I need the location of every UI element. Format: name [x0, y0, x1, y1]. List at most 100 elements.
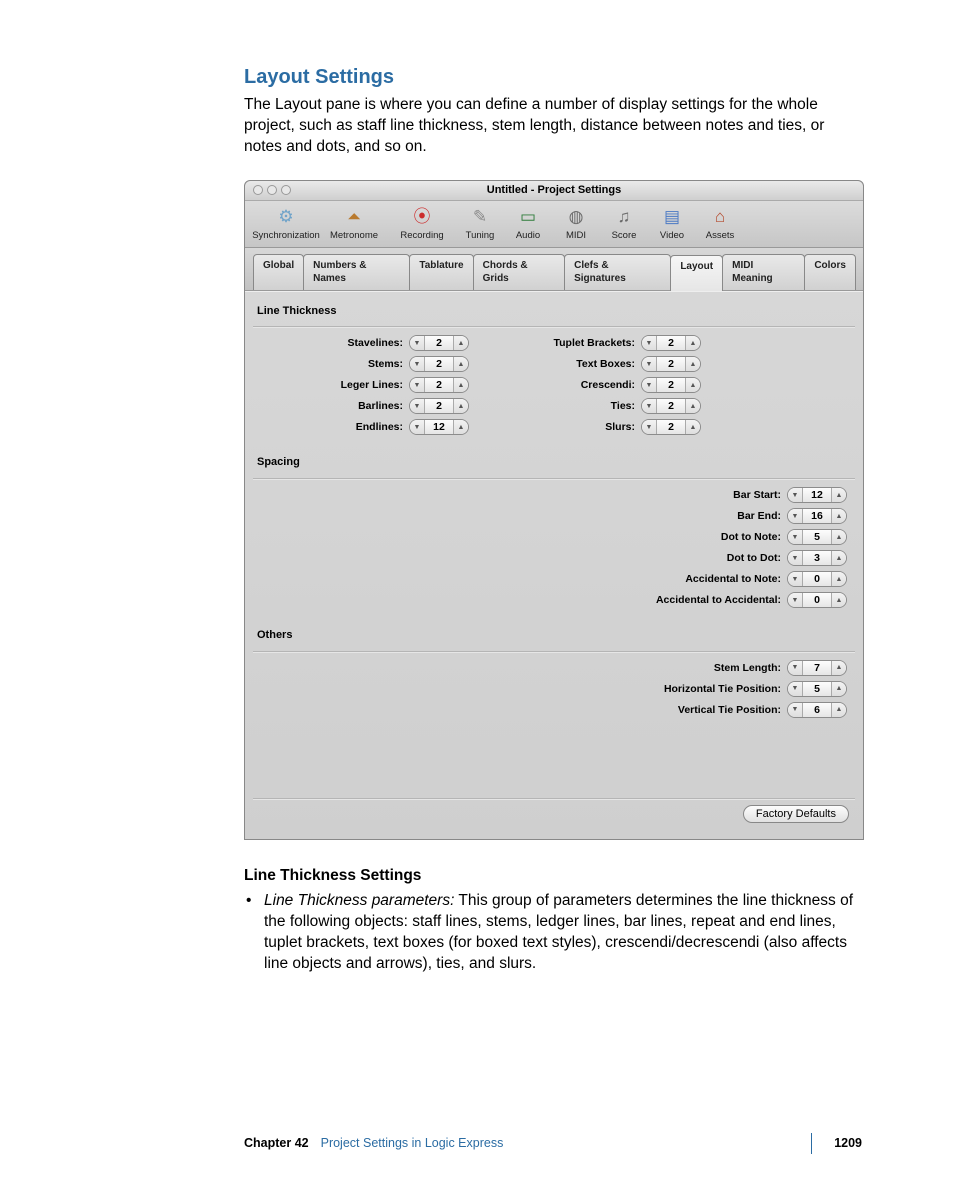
intro-paragraph: The Layout pane is where you can define …	[244, 95, 862, 158]
stepper-up-icon[interactable]: ▲	[831, 488, 846, 502]
stepper-down-icon[interactable]: ▼	[642, 399, 657, 413]
setting-row: Accidental to Accidental: ▼ 0 ▲	[261, 592, 847, 608]
bullet-item: • Line Thickness parameters: This group …	[244, 891, 862, 975]
stepper-up-icon[interactable]: ▲	[831, 551, 846, 565]
window-titlebar: Untitled - Project Settings	[245, 181, 863, 201]
value-stepper[interactable]: ▼ 7 ▲	[787, 660, 847, 676]
stepper-down-icon[interactable]: ▼	[410, 378, 425, 392]
stepper-down-icon[interactable]: ▼	[788, 551, 803, 565]
stepper-down-icon[interactable]: ▼	[788, 488, 803, 502]
stepper-value: 7	[803, 661, 831, 675]
toolbar-item-assets[interactable]: ⌂ Assets	[697, 207, 743, 243]
setting-row: Stem Length: ▼ 7 ▲	[261, 660, 847, 676]
setting-label: Dot to Dot:	[639, 551, 781, 565]
setting-label: Bar Start:	[639, 488, 781, 502]
stepper-up-icon[interactable]: ▲	[453, 399, 468, 413]
stepper-down-icon[interactable]: ▼	[410, 336, 425, 350]
group-title-line-thickness: Line Thickness	[253, 298, 855, 328]
stepper-up-icon[interactable]: ▲	[453, 357, 468, 371]
value-stepper[interactable]: ▼ 2 ▲	[641, 419, 701, 435]
stepper-up-icon[interactable]: ▲	[831, 661, 846, 675]
stepper-up-icon[interactable]: ▲	[685, 420, 700, 434]
stepper-down-icon[interactable]: ▼	[642, 378, 657, 392]
value-stepper[interactable]: ▼ 2 ▲	[409, 356, 469, 372]
stepper-up-icon[interactable]: ▲	[831, 593, 846, 607]
toolbar-item-midi[interactable]: ◍ MIDI	[553, 207, 599, 243]
stepper-up-icon[interactable]: ▲	[831, 703, 846, 717]
setting-row: Horizontal Tie Position: ▼ 5 ▲	[261, 681, 847, 697]
value-stepper[interactable]: ▼ 2 ▲	[641, 377, 701, 393]
value-stepper[interactable]: ▼ 5 ▲	[787, 529, 847, 545]
stepper-down-icon[interactable]: ▼	[642, 336, 657, 350]
assets-icon: ⌂	[706, 207, 734, 229]
tab-midi-meaning[interactable]: MIDI Meaning	[722, 254, 805, 290]
tab-tablature[interactable]: Tablature	[409, 254, 473, 290]
stepper-down-icon[interactable]: ▼	[788, 509, 803, 523]
stepper-down-icon[interactable]: ▼	[410, 420, 425, 434]
value-stepper[interactable]: ▼ 16 ▲	[787, 508, 847, 524]
stepper-up-icon[interactable]: ▲	[831, 572, 846, 586]
toolbar-item-recording[interactable]: ⦿ Recording	[389, 207, 455, 243]
value-stepper[interactable]: ▼ 2 ▲	[409, 335, 469, 351]
setting-label: Endlines:	[261, 420, 403, 434]
tab-numbers-names[interactable]: Numbers & Names	[303, 254, 410, 290]
stepper-down-icon[interactable]: ▼	[788, 530, 803, 544]
tab-clefs-signatures[interactable]: Clefs & Signatures	[564, 254, 671, 290]
setting-row: Dot to Dot: ▼ 3 ▲	[261, 550, 847, 566]
stepper-up-icon[interactable]: ▲	[685, 378, 700, 392]
stepper-up-icon[interactable]: ▲	[453, 336, 468, 350]
param-label: Line Thickness parameters:	[264, 892, 454, 909]
stepper-down-icon[interactable]: ▼	[410, 357, 425, 371]
stepper-down-icon[interactable]: ▼	[788, 661, 803, 675]
setting-label: Vertical Tie Position:	[639, 703, 781, 717]
stepper-up-icon[interactable]: ▲	[453, 378, 468, 392]
stepper-up-icon[interactable]: ▲	[685, 357, 700, 371]
stepper-down-icon[interactable]: ▼	[788, 593, 803, 607]
setting-label: Dot to Note:	[639, 530, 781, 544]
tab-chords-grids[interactable]: Chords & Grids	[473, 254, 565, 290]
stepper-value: 2	[657, 357, 685, 371]
stepper-value: 12	[425, 420, 453, 434]
toolbar-item-metronome[interactable]: ⏶ Metronome	[321, 207, 387, 243]
setting-label: Leger Lines:	[261, 378, 403, 392]
stepper-value: 16	[803, 509, 831, 523]
value-stepper[interactable]: ▼ 5 ▲	[787, 681, 847, 697]
value-stepper[interactable]: ▼ 2 ▲	[409, 377, 469, 393]
stepper-up-icon[interactable]: ▲	[685, 399, 700, 413]
stepper-down-icon[interactable]: ▼	[642, 357, 657, 371]
toolbar-item-synchronization[interactable]: ⚙ Synchronization	[253, 207, 319, 243]
stepper-up-icon[interactable]: ▲	[685, 336, 700, 350]
value-stepper[interactable]: ▼ 2 ▲	[409, 398, 469, 414]
tab-global[interactable]: Global	[253, 254, 304, 290]
value-stepper[interactable]: ▼ 12 ▲	[409, 419, 469, 435]
tab-colors[interactable]: Colors	[804, 254, 856, 290]
toolbar-item-score[interactable]: ♫ Score	[601, 207, 647, 243]
stepper-down-icon[interactable]: ▼	[788, 682, 803, 696]
toolbar-item-video[interactable]: ▤ Video	[649, 207, 695, 243]
value-stepper[interactable]: ▼ 2 ▲	[641, 398, 701, 414]
value-stepper[interactable]: ▼ 0 ▲	[787, 592, 847, 608]
factory-defaults-button[interactable]: Factory Defaults	[743, 805, 849, 823]
stepper-down-icon[interactable]: ▼	[642, 420, 657, 434]
value-stepper[interactable]: ▼ 0 ▲	[787, 571, 847, 587]
toolbar-label: Audio	[516, 230, 540, 243]
synchronization-icon: ⚙	[272, 207, 300, 229]
stepper-down-icon[interactable]: ▼	[410, 399, 425, 413]
stepper-down-icon[interactable]: ▼	[788, 572, 803, 586]
value-stepper[interactable]: ▼ 3 ▲	[787, 550, 847, 566]
value-stepper[interactable]: ▼ 2 ▲	[641, 356, 701, 372]
value-stepper[interactable]: ▼ 6 ▲	[787, 702, 847, 718]
stepper-value: 5	[803, 530, 831, 544]
value-stepper[interactable]: ▼ 2 ▲	[641, 335, 701, 351]
stepper-up-icon[interactable]: ▲	[831, 530, 846, 544]
stepper-down-icon[interactable]: ▼	[788, 703, 803, 717]
chapter-link[interactable]: Project Settings in Logic Express	[321, 1135, 504, 1152]
stepper-up-icon[interactable]: ▲	[453, 420, 468, 434]
toolbar-item-tuning[interactable]: ✎ Tuning	[457, 207, 503, 243]
value-stepper[interactable]: ▼ 12 ▲	[787, 487, 847, 503]
toolbar-item-audio[interactable]: ▭ Audio	[505, 207, 551, 243]
stepper-up-icon[interactable]: ▲	[831, 509, 846, 523]
stepper-value: 2	[425, 336, 453, 350]
tab-layout[interactable]: Layout	[670, 255, 723, 291]
stepper-up-icon[interactable]: ▲	[831, 682, 846, 696]
